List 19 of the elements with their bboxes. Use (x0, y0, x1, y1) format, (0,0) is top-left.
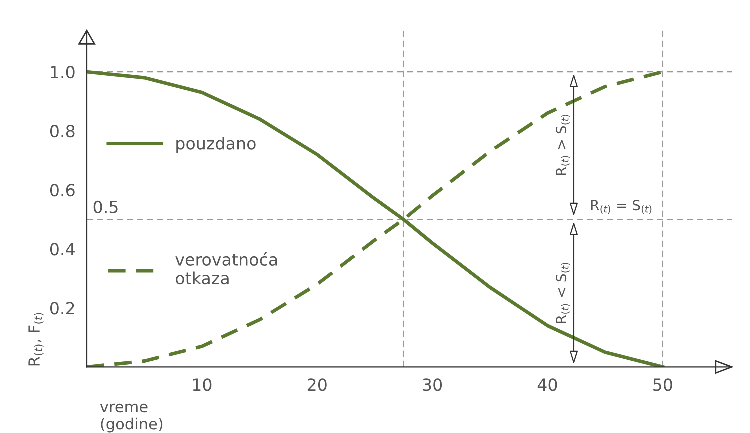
y-tick-label: 0.2 (50, 302, 74, 315)
y-axis-title: R$_{(t)}$, F$_{(t)}$ (28, 313, 44, 366)
x-tick-label: 40 (538, 378, 558, 392)
ref-line-label: 0.5 (94, 200, 118, 214)
x-axis-title: vreme (godine) (100, 404, 163, 433)
annotation: R$_{(t)}$ > S$_{(t)}$ (556, 114, 570, 176)
legend-label: pouzdano (176, 136, 256, 154)
line-series (87, 70, 665, 368)
y-tick-label: 0.4 (50, 243, 75, 256)
x-tick-label: 10 (193, 378, 212, 392)
legend-label: verovatnoća otkaza (176, 252, 278, 285)
y-tick-label: 0.8 (50, 125, 75, 138)
y-tick-label: 1.0 (51, 66, 75, 79)
y-tick-label: 0.6 (50, 184, 75, 197)
x-tick-label: 50 (654, 378, 672, 392)
annotation: R$_{(t)}$ < S$_{(t)}$ (556, 263, 570, 324)
x-tick-label: 20 (308, 378, 327, 392)
annotation: R$_{(t)}$ = S$_{(t)}$ (591, 200, 652, 214)
x-tick-label: 30 (423, 378, 442, 392)
